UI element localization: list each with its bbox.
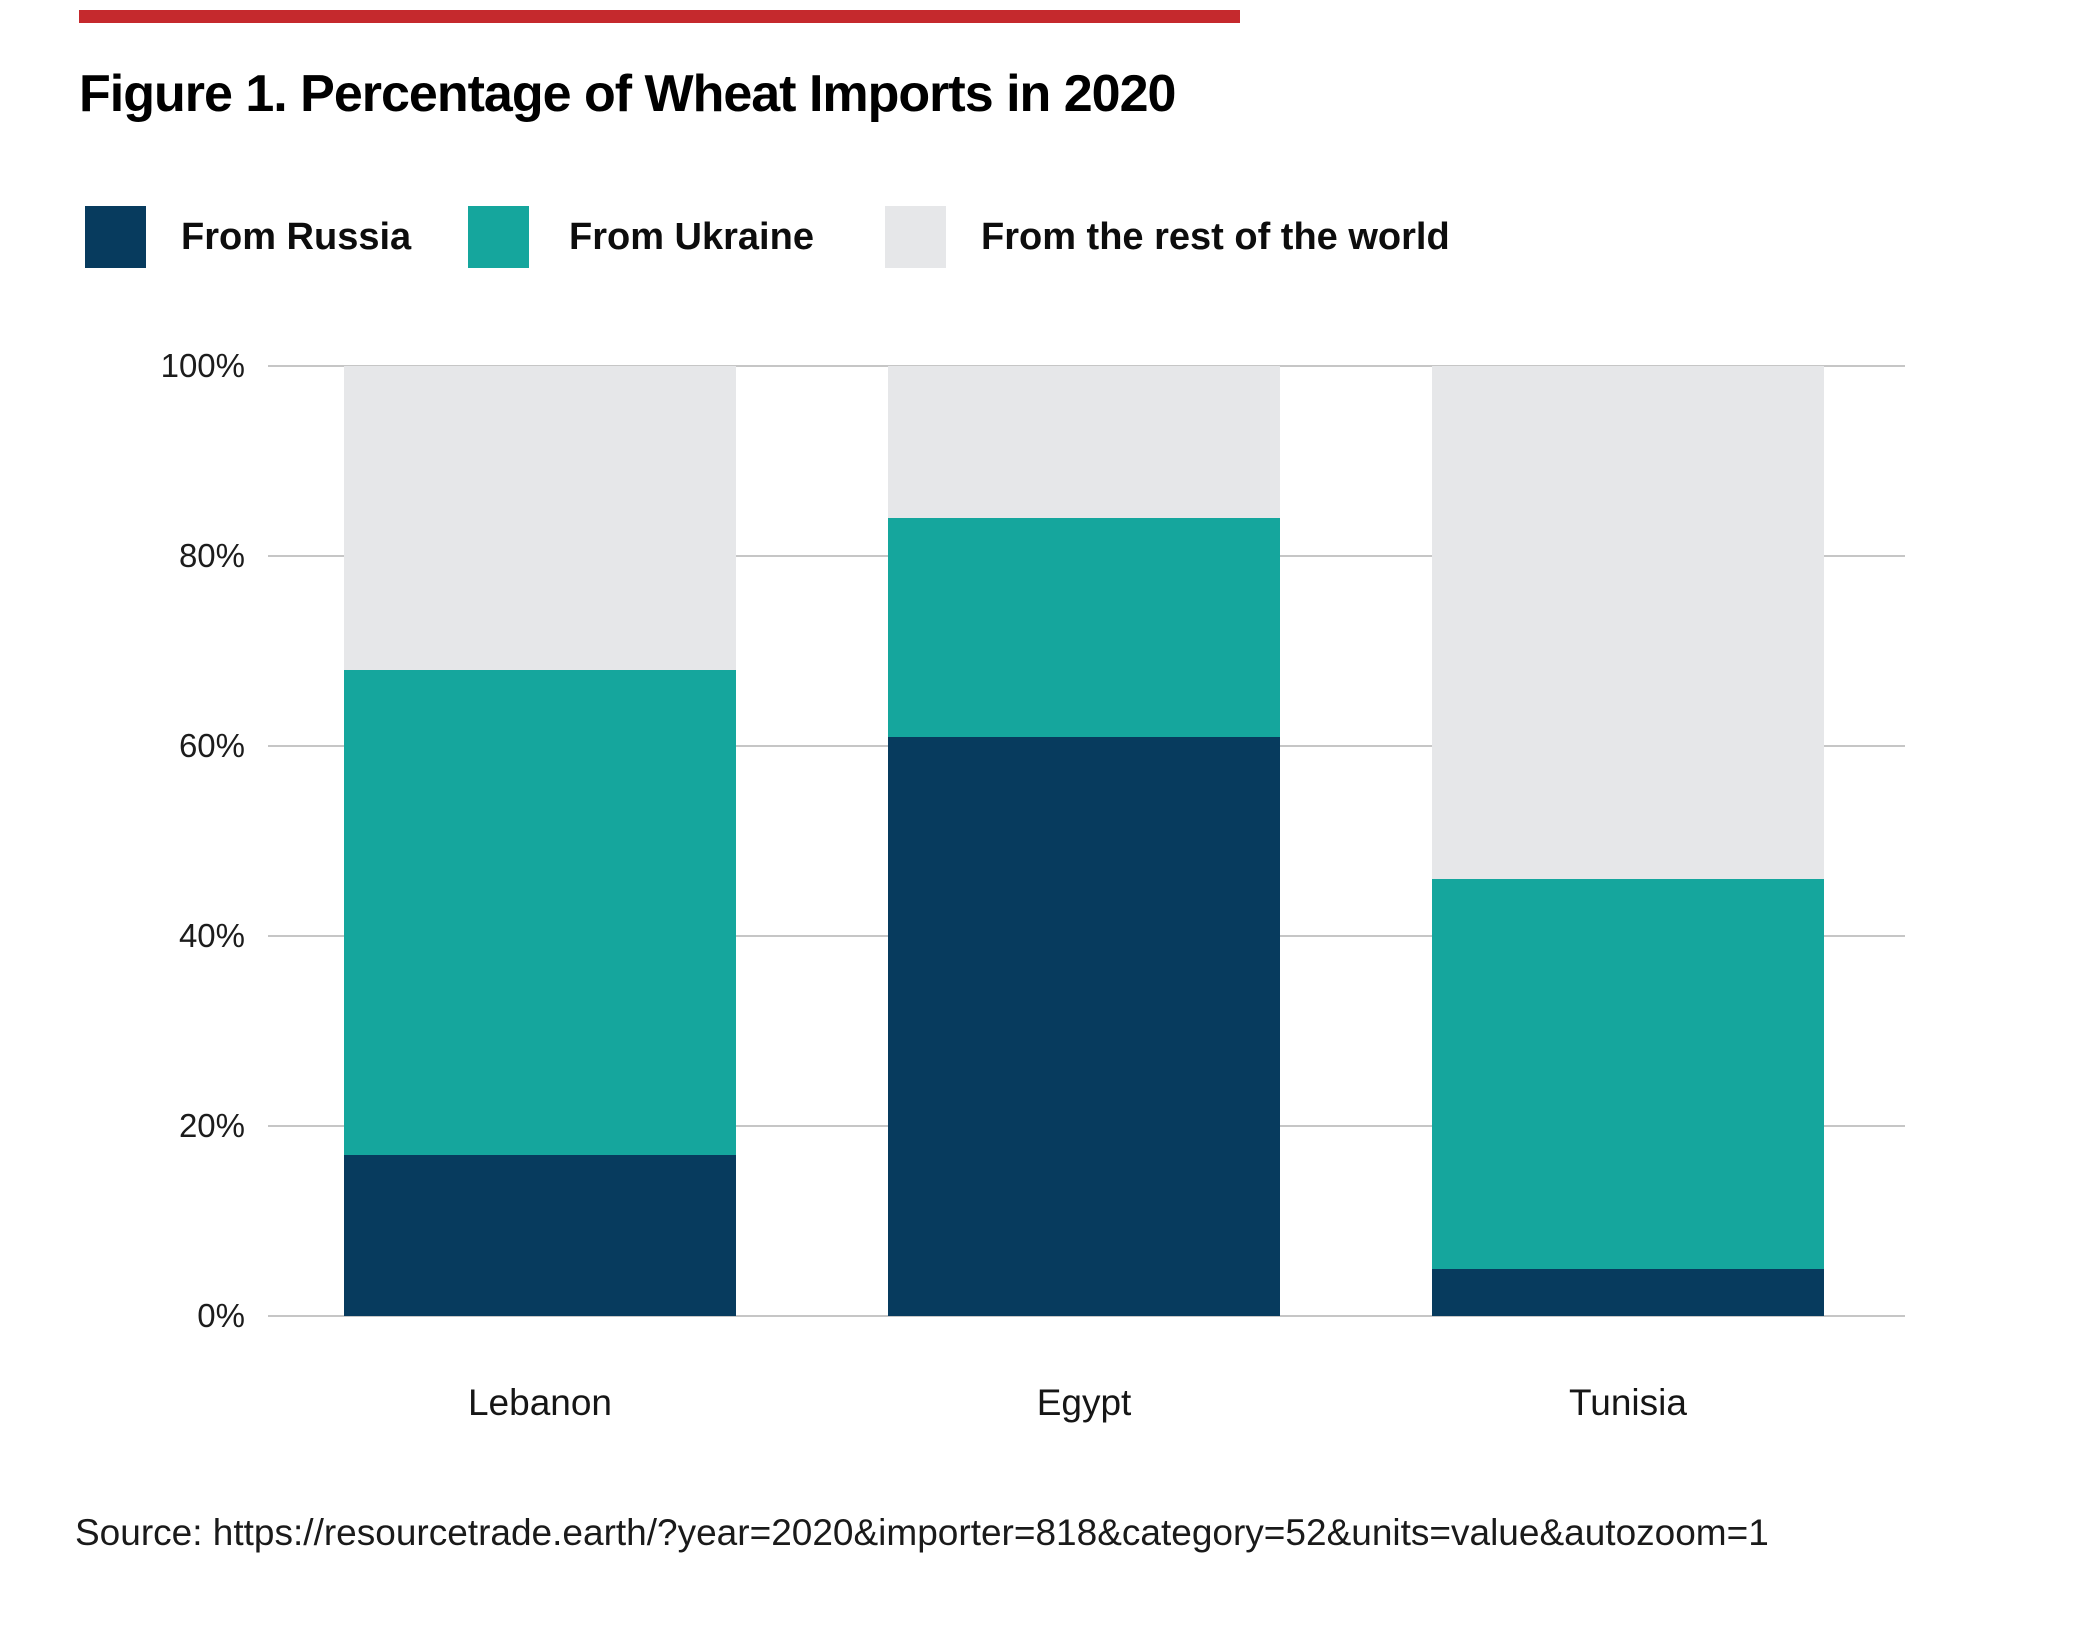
y-axis-tick-label-0%: 0% [197, 1297, 245, 1334]
legend-swatch-ukraine [468, 206, 529, 268]
bar-segment-tunisia-from-ukraine [1432, 879, 1824, 1269]
figure-title: Figure 1. Percentage of Wheat Imports in… [79, 65, 1176, 123]
x-axis-category-label-egypt: Egypt [1036, 1382, 1132, 1423]
bar-segment-tunisia-from-the-rest-of-the-world [1432, 366, 1824, 879]
gridline-0% [268, 1315, 1905, 1317]
x-axis-category-label-tunisia: Tunisia [1569, 1382, 1687, 1423]
y-axis-tick-label-20%: 20% [178, 1107, 245, 1144]
legend-label-rest-of-world: From the rest of the world [981, 216, 1450, 258]
y-axis-tick-label-80%: 80% [178, 537, 245, 574]
source-note: Source: https://resourcetrade.earth/?yea… [75, 1512, 1769, 1553]
legend-swatch-russia [85, 206, 146, 268]
x-axis-category-label-lebanon: Lebanon [467, 1382, 613, 1423]
y-axis-tick-label-100%: 100% [160, 347, 245, 384]
chart-legend: From Russia From Ukraine From the rest o… [0, 206, 2084, 268]
bar-segment-egypt-from-russia [888, 736, 1280, 1316]
bar-segment-egypt-from-ukraine [888, 518, 1280, 737]
legend-label-ukraine: From Ukraine [569, 216, 814, 258]
y-axis-tick-label-40%: 40% [178, 917, 245, 954]
legend-swatch-rest-of-world [885, 206, 946, 268]
y-axis-tick-label-60%: 60% [178, 727, 245, 764]
bar-segment-egypt-from-the-rest-of-the-world [888, 366, 1280, 518]
bar-segment-lebanon-from-the-rest-of-the-world [344, 366, 736, 670]
bar-segment-lebanon-from-ukraine [344, 670, 736, 1155]
accent-bar [79, 10, 1240, 23]
bar-segment-tunisia-from-russia [1432, 1268, 1824, 1316]
bar-segment-lebanon-from-russia [344, 1154, 736, 1316]
legend-label-russia: From Russia [181, 216, 412, 258]
